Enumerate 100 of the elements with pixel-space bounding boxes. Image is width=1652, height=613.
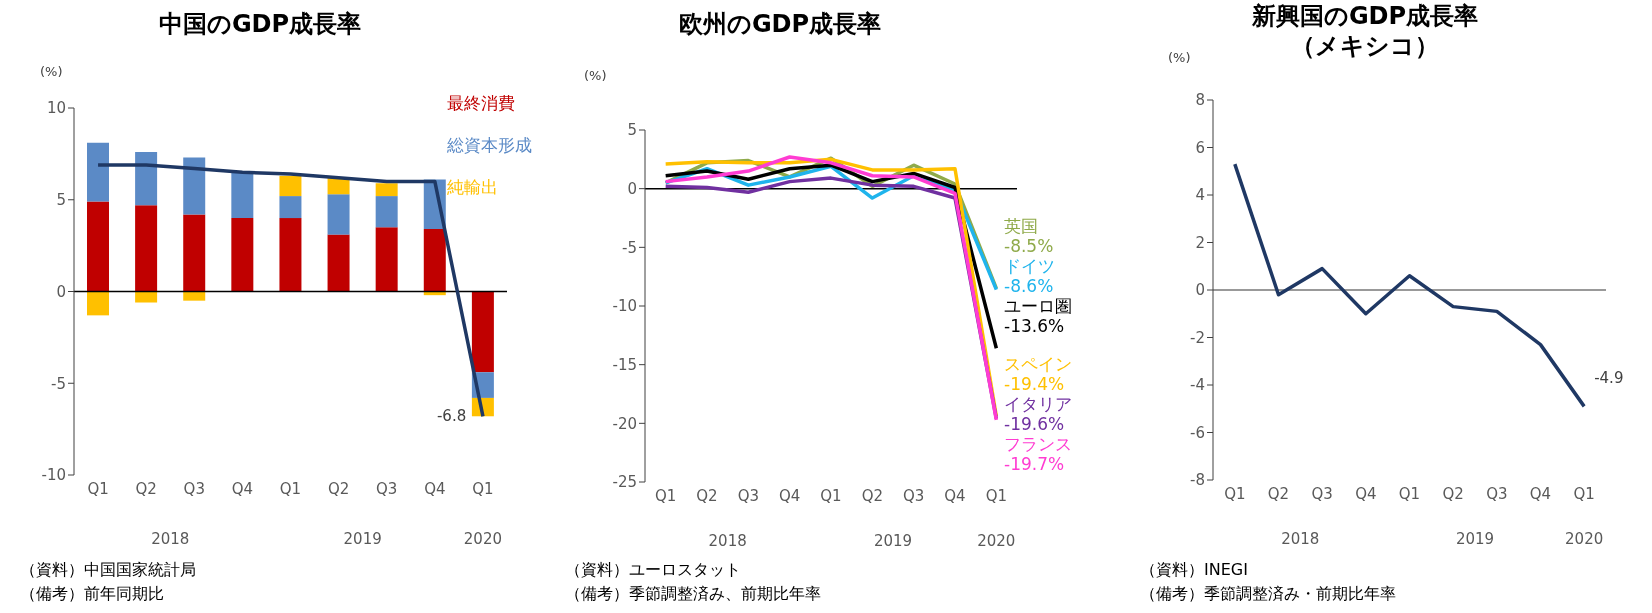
series-label: ドイツ (1004, 256, 1055, 276)
chart-title: 欧州のGDP成長率 (677, 9, 883, 40)
text: 2018 (150, 530, 191, 548)
text: （資料）INEGI (1140, 560, 1248, 581)
data-label: -6.8 (436, 406, 467, 425)
text: 2018 (707, 532, 748, 550)
x-tick-label: Q1 (820, 486, 842, 505)
data-label: -19.7% (1004, 454, 1066, 474)
bar (183, 214, 206, 292)
bar (423, 229, 446, 292)
data-label: -8.5% (1004, 236, 1054, 256)
bar (231, 218, 254, 292)
text: 2020 (976, 532, 1017, 550)
bar (375, 227, 398, 292)
y-tick-label: -8 (1190, 471, 1205, 490)
text: （備考）前年同期比 (20, 584, 164, 605)
y-tick-label: -10 (41, 466, 66, 485)
x-tick-label: Q3 (737, 486, 760, 505)
text: 2020 (1564, 530, 1605, 548)
y-tick-label: -20 (612, 414, 637, 433)
y-axis-title: (%) (584, 68, 607, 83)
y-tick-label: -6 (1190, 423, 1205, 442)
y-tick-label: 5 (627, 121, 637, 140)
y-axis-title: (%) (1168, 50, 1191, 65)
y-axis-title: (%) (40, 64, 63, 79)
text: 2020 (462, 530, 503, 548)
text: 2018 (1280, 530, 1321, 548)
data-label: -8.6% (1004, 276, 1055, 296)
x-tick-label: Q2 (696, 486, 718, 505)
bar (183, 291, 206, 301)
bar (279, 218, 302, 292)
text: （資料）ユーロスタット (565, 560, 741, 581)
bar (375, 183, 398, 197)
x-tick-label: Q1 (87, 479, 109, 498)
series-label: ユーロ圏 (1004, 296, 1072, 316)
bar (87, 142, 109, 202)
y-tick-label: -5 (51, 374, 66, 393)
chart-title: 新興国のGDP成長率 (1250, 1, 1480, 32)
y-tick-label: 0 (56, 282, 66, 301)
x-tick-label: Q1 (1398, 484, 1421, 503)
x-tick-label: Q1 (279, 479, 302, 498)
bar (231, 172, 254, 219)
x-tick-label: Q2 (327, 479, 350, 498)
y-tick-label: 0 (627, 179, 637, 198)
y-tick-label: -15 (612, 355, 637, 374)
text: （備考）季節調整済み、前期比年率 (565, 584, 821, 605)
chart-subtitle: （メキシコ） (1291, 32, 1439, 60)
x-tick-label: Q2 (861, 486, 884, 505)
x-tick-label: Q1 (472, 479, 494, 498)
bar (375, 196, 398, 228)
y-tick-label: 2 (1195, 233, 1205, 252)
x-tick-label: Q4 (424, 479, 446, 498)
bar (135, 152, 158, 206)
text: 純輸出 (447, 176, 498, 198)
x-tick-label: Q2 (1267, 484, 1290, 503)
text: 2019 (1454, 530, 1496, 548)
bar (87, 291, 109, 316)
x-tick-label: Q3 (376, 479, 398, 498)
text: 2019 (872, 532, 914, 550)
series-label: 総資本形成 (447, 134, 532, 156)
y-tick-label: -2 (1190, 328, 1205, 347)
y-tick-label: 5 (56, 191, 66, 210)
x-tick-label: Q1 (985, 486, 1008, 505)
y-tick-label: 6 (1195, 138, 1205, 157)
text: 最終消費 (447, 92, 515, 114)
x-tick-label: Q2 (135, 479, 157, 498)
series-label: フランス (1004, 434, 1072, 454)
series-label: スペイン (1004, 354, 1072, 374)
text: （資料）中国国家統計局 (20, 560, 196, 581)
x-tick-label: Q4 (1529, 484, 1552, 503)
bar (279, 175, 302, 197)
y-tick-label: -25 (612, 473, 637, 492)
x-tick-label: Q4 (1355, 484, 1377, 503)
y-tick-label: -4 (1190, 376, 1205, 395)
series-label: イタリア (1004, 394, 1072, 414)
x-tick-label: Q4 (231, 479, 254, 498)
x-tick-label: Q3 (1486, 484, 1508, 503)
bar (135, 291, 158, 303)
bar (327, 194, 350, 235)
text: 2019 (342, 530, 383, 548)
bar (135, 205, 158, 292)
y-tick-label: 0 (1195, 281, 1205, 300)
x-tick-label: Q4 (944, 486, 966, 505)
x-tick-label: Q1 (654, 486, 677, 505)
y-tick-label: 8 (1195, 91, 1205, 110)
bar (87, 201, 109, 292)
data-label: -4.9 (1594, 368, 1624, 387)
x-tick-label: Q4 (778, 486, 801, 505)
y-tick-label: -10 (612, 297, 637, 316)
x-tick-label: Q3 (183, 479, 205, 498)
y-tick-label: 10 (46, 99, 66, 118)
y-tick-label: -5 (622, 238, 637, 257)
bar (279, 196, 302, 219)
x-tick-label: Q3 (1311, 484, 1333, 503)
data-label: -19.4% (1004, 374, 1066, 394)
chart-title: 中国のGDP成長率 (157, 9, 363, 40)
line-series (1233, 162, 1586, 409)
data-label: -19.6% (1004, 414, 1066, 434)
x-tick-label: Q1 (1224, 484, 1246, 503)
x-tick-label: Q3 (902, 486, 925, 505)
